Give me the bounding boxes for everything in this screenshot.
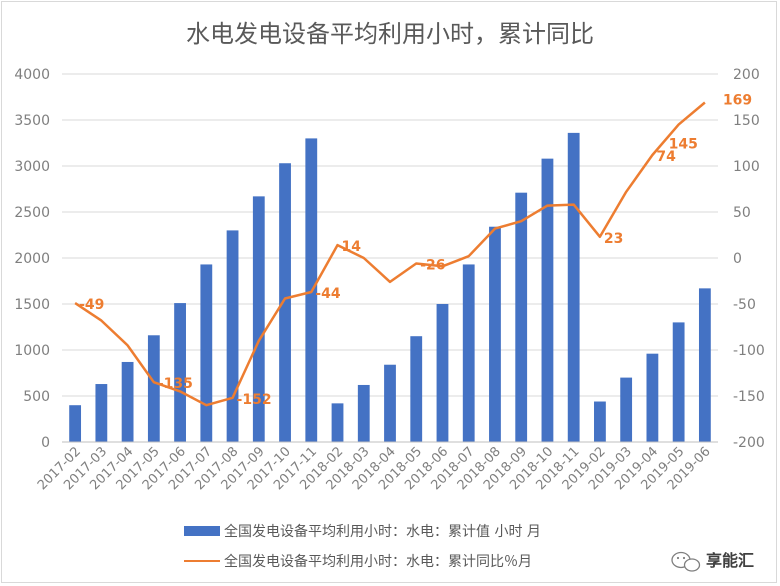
- y-left-tick-label: 2000: [14, 251, 50, 267]
- bar: [541, 158, 554, 442]
- y-right-tick-label: -200: [733, 435, 765, 451]
- bar: [620, 377, 633, 442]
- bar: [252, 196, 265, 442]
- wechat-icon: [671, 551, 701, 572]
- bar: [698, 288, 711, 442]
- legend-line-label: 全国发电设备平均利用小时：水电：累计同比％月: [224, 553, 532, 570]
- y-left-tick-label: 1500: [14, 297, 50, 313]
- bar: [226, 230, 239, 442]
- bar: [384, 364, 396, 442]
- bar: [121, 361, 134, 442]
- watermark-text: 享能汇: [706, 551, 754, 570]
- bar: [200, 264, 213, 442]
- y-right-tick-label: 150: [733, 113, 760, 129]
- bar: [436, 304, 449, 442]
- data-label: 74: [656, 149, 676, 165]
- data-label: -135: [158, 376, 193, 392]
- legend-bar-label: 全国发电设备平均利用小时：水电：累计值 小时 月: [224, 523, 541, 540]
- bar: [357, 384, 370, 442]
- data-label: -26: [420, 258, 445, 274]
- bar: [489, 226, 501, 442]
- y-left-tick-label: 1000: [14, 343, 50, 359]
- line-series-path: [74, 101, 706, 407]
- y-right-tick-label: 50: [733, 205, 751, 221]
- bar: [567, 132, 580, 442]
- y-right-tick-label: -50: [733, 297, 756, 313]
- bar: [147, 335, 160, 442]
- bar: [331, 403, 344, 442]
- y-axis-right: -200 -150 -100 -50 0 50 100 150 200: [733, 67, 765, 451]
- bar: [95, 384, 108, 442]
- legend: 全国发电设备平均利用小时：水电：累计值 小时 月 全国发电设备平均利用小时：水电…: [184, 523, 541, 570]
- line-series: [74, 101, 706, 407]
- bar: [462, 264, 475, 442]
- bar: [515, 192, 528, 442]
- y-right-tick-label: -100: [733, 343, 765, 359]
- data-label: -44: [315, 286, 341, 302]
- chart-title: 水电发电设备平均利用小时，累计同比: [186, 20, 594, 48]
- bar: [672, 322, 685, 442]
- bar: [279, 163, 291, 443]
- bar: [410, 336, 423, 442]
- data-label: 145: [669, 137, 698, 153]
- y-axis-left: 0 500 1000 1500 2000 2500 3000 3500 4000: [14, 67, 50, 451]
- y-right-tick-label: -150: [733, 389, 765, 405]
- bar: [174, 303, 186, 442]
- y-right-tick-label: 200: [733, 67, 760, 83]
- y-left-tick-label: 4000: [14, 67, 50, 83]
- bar: [646, 353, 659, 442]
- data-label: -152: [237, 392, 272, 408]
- y-left-tick-label: 3000: [14, 159, 50, 175]
- y-right-tick-label: 100: [733, 159, 760, 175]
- data-label: 23: [604, 231, 623, 247]
- y-right-tick-label: 0: [733, 251, 742, 267]
- data-label: 169: [723, 93, 752, 109]
- legend-bar-swatch: [184, 526, 220, 536]
- data-label: -49: [79, 297, 104, 313]
- y-left-tick-label: 0: [41, 435, 50, 451]
- y-left-tick-label: 500: [23, 389, 50, 405]
- watermark: 享能汇: [671, 551, 754, 572]
- y-left-tick-label: 3500: [14, 113, 50, 129]
- x-axis: 2017-022017-032017-042017-052017-062017-…: [35, 441, 718, 493]
- bar: [69, 405, 82, 442]
- data-label: 14: [342, 239, 362, 255]
- y-left-tick-label: 2500: [14, 205, 50, 221]
- bar: [594, 401, 606, 442]
